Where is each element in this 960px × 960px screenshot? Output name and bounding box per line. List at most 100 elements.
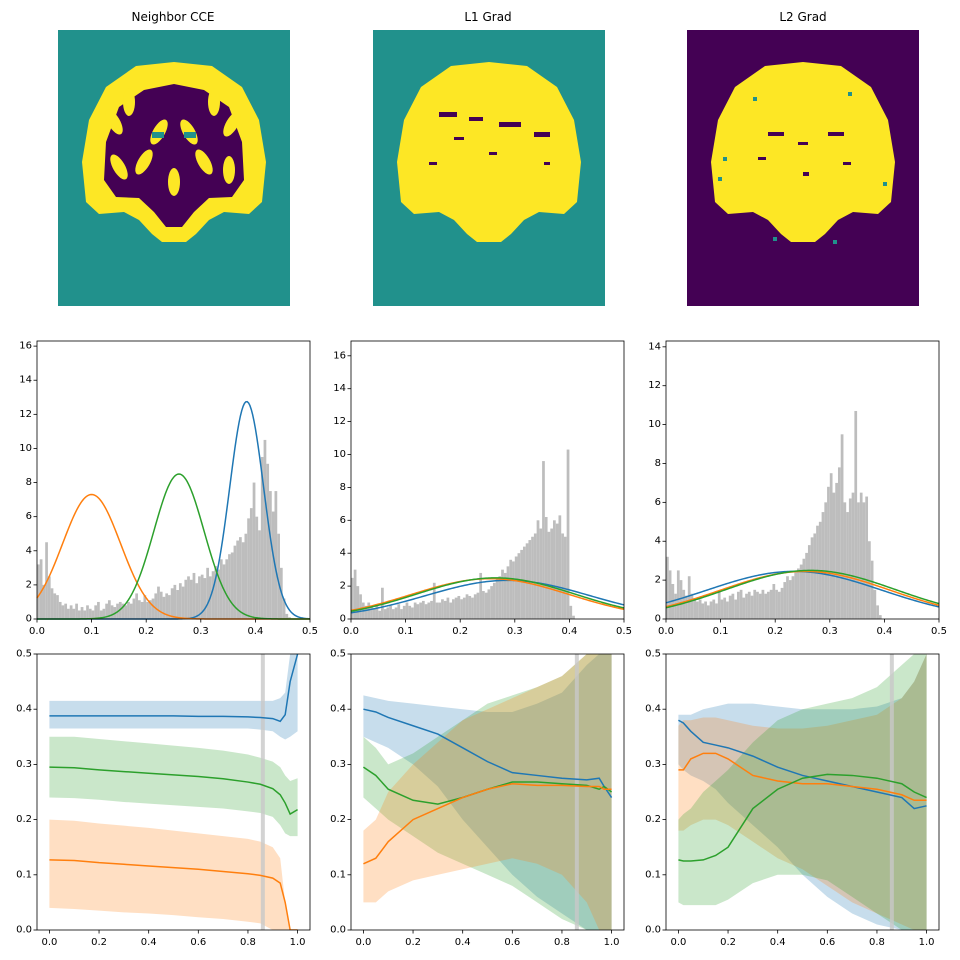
- histogram-bar: [726, 601, 729, 619]
- histogram-bar: [495, 577, 499, 619]
- histogram-bar: [739, 589, 743, 619]
- y-tick-label: 2: [655, 575, 661, 586]
- histogram-bar: [419, 602, 422, 619]
- y-tick-label: 0.0: [16, 925, 32, 936]
- segmentation-map-3: [687, 30, 919, 306]
- gyrus-fold: [105, 109, 123, 135]
- histogram-bar: [86, 605, 89, 619]
- histogram-bar: [788, 580, 792, 619]
- histogram-bar: [821, 512, 825, 619]
- histogram-bar: [413, 602, 417, 619]
- histogram-bar: [550, 528, 554, 619]
- histogram-bar: [767, 591, 770, 619]
- histogram-bar: [53, 593, 57, 619]
- histogram-bar: [372, 609, 376, 619]
- histogram-bar: [848, 498, 852, 619]
- histogram-bar: [566, 449, 570, 619]
- boundary-speck: [753, 97, 757, 101]
- histogram-bar: [424, 604, 428, 619]
- sparse-dark-patch: [828, 132, 844, 136]
- histogram-bar: [219, 559, 223, 619]
- histogram-bar: [405, 602, 409, 619]
- histogram-bar: [685, 595, 688, 619]
- histogram-bar: [236, 540, 240, 619]
- y-tick-label: 0: [340, 614, 346, 625]
- histogram-bar: [391, 609, 395, 619]
- histogram-bar: [753, 589, 757, 619]
- histogram-bar: [411, 607, 414, 619]
- ventricle-left: [152, 132, 164, 138]
- histogram-bar: [533, 533, 537, 619]
- histogram-bar: [127, 601, 130, 619]
- sparse-dark-patch: [768, 132, 784, 136]
- histogram-bar: [843, 502, 847, 619]
- histogram-bar: [462, 597, 466, 619]
- histogram-bar: [157, 586, 160, 619]
- histogram-bar: [121, 603, 125, 619]
- mean-line-green: [49, 766, 298, 816]
- x-tick-label: 1.0: [290, 937, 306, 948]
- x-tick-label: 0.4: [455, 937, 471, 948]
- trace-plot-area: [49, 654, 299, 930]
- histogram-bar: [706, 605, 710, 619]
- histogram-bar: [805, 552, 808, 619]
- gaussian-curve-orange: [665, 570, 940, 608]
- y-tick-label: 10: [19, 443, 32, 454]
- histogram-bar: [110, 605, 114, 619]
- y-tick-label: 10: [648, 419, 661, 430]
- y-tick-label: 8: [655, 458, 661, 469]
- x-tick-label: 0.1: [398, 626, 414, 637]
- histogram-bar: [454, 597, 458, 619]
- histogram-bar: [452, 599, 455, 619]
- histogram-bar: [138, 600, 141, 619]
- histogram-bar: [247, 518, 250, 619]
- sparse-dark-patch: [489, 152, 497, 155]
- x-tick-label: 0.8: [240, 937, 256, 948]
- histogram-bar: [260, 456, 264, 619]
- histogram-bars: [351, 449, 575, 619]
- confidence-band-green: [49, 736, 298, 837]
- gyrus-fold: [123, 88, 135, 116]
- white-matter-region: [104, 84, 244, 227]
- histogram-bar: [198, 576, 201, 619]
- x-tick-label: 0.2: [452, 626, 468, 637]
- histogram-bar: [715, 603, 718, 619]
- sparse-dark-patch: [454, 137, 464, 140]
- histogram-bar: [203, 578, 207, 619]
- gaussian-curve-green: [350, 577, 625, 612]
- confidence-band-green: [678, 654, 927, 930]
- mean-line-blue: [678, 719, 927, 810]
- boundary-speck: [848, 92, 852, 96]
- confidence-band-blue: [363, 654, 612, 930]
- histogram-bar: [195, 583, 199, 619]
- histogram-bar: [269, 491, 272, 619]
- histogram-bar: [441, 599, 444, 619]
- y-tick-label: 0.1: [645, 869, 661, 880]
- histogram-bar: [97, 601, 100, 619]
- histogram-bar: [764, 593, 768, 619]
- gyrus-fold: [223, 111, 241, 137]
- histogram-bar: [473, 594, 477, 619]
- histogram-bar: [734, 599, 737, 619]
- gyrus-fold: [195, 149, 213, 175]
- x-tick-label: 0.4: [770, 937, 786, 948]
- histogram-bar: [378, 610, 382, 619]
- histogram-bar: [794, 572, 798, 619]
- histogram-bar: [876, 605, 879, 619]
- y-tick-label: 0.0: [330, 925, 346, 936]
- histogram-bar: [214, 566, 218, 619]
- mean-line-green: [678, 773, 927, 862]
- histogram-bar: [239, 537, 242, 619]
- mean-line-orange: [49, 859, 298, 930]
- confidence-band-orange: [49, 819, 298, 930]
- histogram-bar: [487, 589, 491, 619]
- histogram-bar: [704, 601, 707, 619]
- histogram-bar: [176, 590, 179, 619]
- histogram-bar: [178, 583, 182, 619]
- x-tick-label: 0.2: [138, 626, 154, 637]
- x-tick-label: 0.2: [720, 937, 736, 948]
- x-tick-label: 1.0: [604, 937, 620, 948]
- histogram-bar: [728, 595, 732, 619]
- axes-frame: [36, 340, 311, 620]
- trace-chart-2: 0.0 0.2 0.4 0.6 0.8 1.0 0.0 0.1 0.2 0.3 0.4 0.5: [330, 649, 625, 948]
